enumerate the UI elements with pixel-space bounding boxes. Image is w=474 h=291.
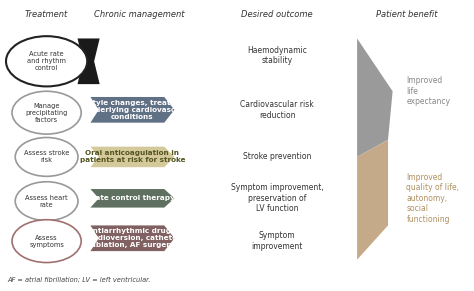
Circle shape <box>15 138 78 176</box>
Polygon shape <box>91 189 174 207</box>
Text: Cardiovascular risk
reduction: Cardiovascular risk reduction <box>240 100 314 120</box>
Text: Manage
precipitating
factors: Manage precipitating factors <box>26 103 68 123</box>
Circle shape <box>12 220 81 262</box>
Polygon shape <box>78 38 100 84</box>
Text: Haemodynamic
stability: Haemodynamic stability <box>247 46 307 65</box>
Circle shape <box>6 36 87 86</box>
Polygon shape <box>91 97 174 123</box>
Circle shape <box>15 182 78 221</box>
Text: Desired outcome: Desired outcome <box>241 10 313 19</box>
Text: Acute rate
and rhythm
control: Acute rate and rhythm control <box>27 51 66 71</box>
Text: Oral anticoagulation in
patients at risk for stroke: Oral anticoagulation in patients at risk… <box>80 150 185 164</box>
Text: Antiarrhythmic drugs,
cardioversion, catheter
ablation, AF surgery: Antiarrhythmic drugs, cardioversion, cat… <box>84 228 180 248</box>
Polygon shape <box>91 226 174 251</box>
Text: Treatment: Treatment <box>25 10 68 19</box>
Text: Lifestyle changes, treatment
of underlying cardiovascular
conditions: Lifestyle changes, treatment of underlyi… <box>73 100 192 120</box>
Polygon shape <box>357 140 388 260</box>
Text: AF = atrial fibrillation; LV = left ventricular.: AF = atrial fibrillation; LV = left vent… <box>8 276 151 283</box>
Text: Patient benefit: Patient benefit <box>376 10 437 19</box>
Text: Improved
quality of life,
autonomy,
social
functioning: Improved quality of life, autonomy, soci… <box>407 173 459 223</box>
Text: Chronic management: Chronic management <box>94 10 184 19</box>
Text: Improved
life
expectancy: Improved life expectancy <box>407 76 450 106</box>
Polygon shape <box>357 38 392 157</box>
Text: Rate control therapy: Rate control therapy <box>90 195 175 201</box>
Polygon shape <box>91 147 174 167</box>
Text: Assess
symptoms: Assess symptoms <box>29 235 64 248</box>
Text: Stroke prevention: Stroke prevention <box>243 152 311 162</box>
Text: Symptom improvement,
preservation of
LV function: Symptom improvement, preservation of LV … <box>231 183 324 213</box>
Circle shape <box>12 91 81 134</box>
Text: Assess stroke
risk: Assess stroke risk <box>24 150 69 164</box>
Text: Assess heart
rate: Assess heart rate <box>25 195 68 208</box>
Text: Symptom
improvement: Symptom improvement <box>252 231 303 251</box>
